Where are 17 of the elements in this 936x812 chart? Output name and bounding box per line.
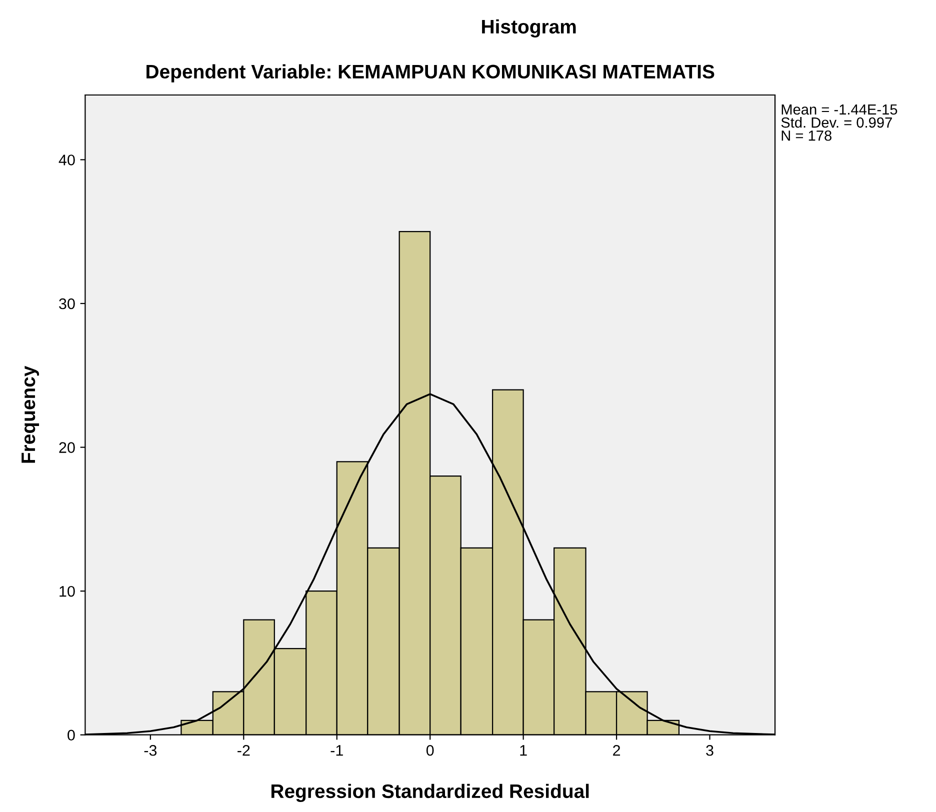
x-tick-label: -1 bbox=[330, 745, 343, 756]
x-tick-label: -3 bbox=[144, 744, 157, 756]
y-tick-label: 10 bbox=[60, 586, 75, 597]
x-tick-label: -2 bbox=[238, 744, 250, 756]
y-axis-title: Frequency bbox=[22, 366, 40, 463]
x-tick-label: 1 bbox=[520, 745, 527, 756]
x-tick-label: 0 bbox=[426, 744, 434, 756]
x-tick-label: 2 bbox=[613, 744, 620, 756]
y-tick-label: 40 bbox=[58, 154, 75, 166]
chart-subtitle: Dependent Variable: KEMAMPUAN KOMUNIKASI MATEMATIS bbox=[146, 64, 714, 82]
text: Mean = -1.44E-15 Std. Dev. = 0.997 N = 178 bbox=[781, 104, 898, 141]
x-tick-label: 3 bbox=[706, 744, 714, 756]
y-tick-label: 30 bbox=[59, 298, 75, 310]
y-tick-label: 0 bbox=[68, 730, 75, 741]
x-axis-title: Regression Standardized Residual bbox=[271, 784, 589, 802]
y-tick-label: 20 bbox=[59, 442, 75, 453]
chart-title: Histogram bbox=[482, 19, 576, 38]
